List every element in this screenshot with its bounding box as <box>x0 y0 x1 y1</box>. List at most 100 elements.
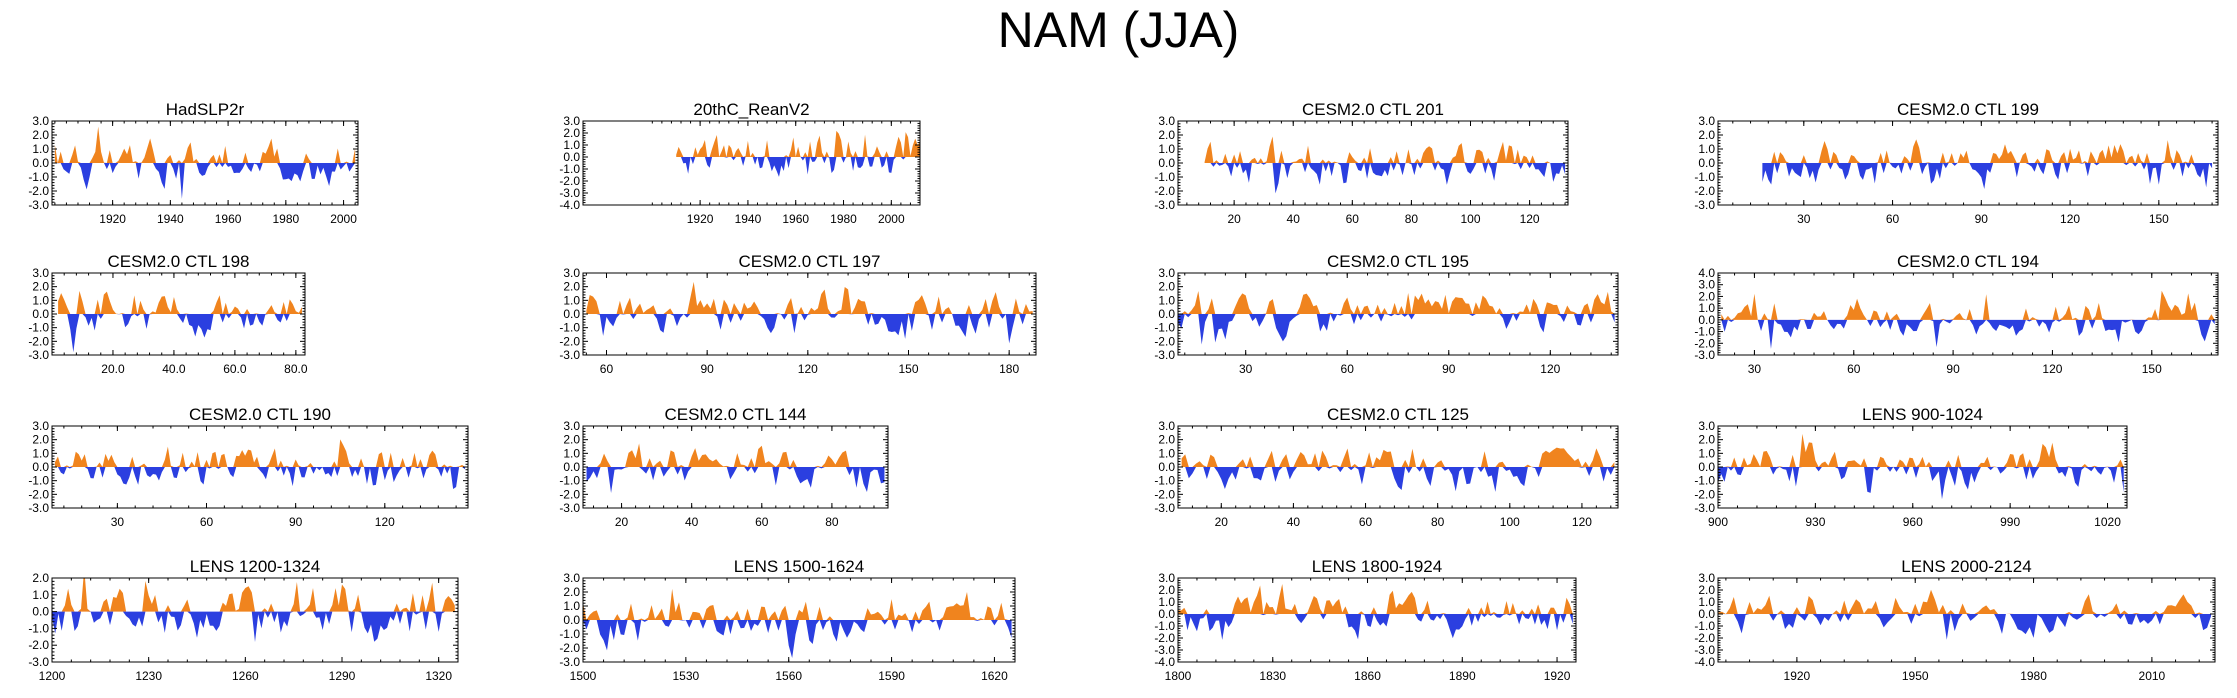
panel-title: LENS 1800-1924 <box>1312 557 1442 576</box>
x-tick-label: 20 <box>1227 212 1241 226</box>
y-tick-label: 3.0 <box>563 571 580 585</box>
y-tick-label: -2.0 <box>1694 336 1715 350</box>
y-tick-label: -1.0 <box>1154 474 1175 488</box>
x-tick-label: 1920 <box>687 212 714 226</box>
panel-title: CESM2.0 CTL 194 <box>1897 252 2039 271</box>
panel-0: HadSLP2r -3.0-2.0-1.00.01.02.03.0 1920 1940… <box>28 100 359 226</box>
y-tick-label: -3.0 <box>559 655 580 669</box>
y-tick-label: -3.0 <box>1154 643 1175 657</box>
negative-area <box>586 314 1033 344</box>
x-tick-label: 1020 <box>2094 515 2121 529</box>
y-tick-label: -1.0 <box>1154 170 1175 184</box>
x-tick-label: 2010 <box>2139 669 2166 683</box>
positive-area <box>1181 447 1615 467</box>
y-tick-label: -3.0 <box>28 655 49 669</box>
y-tick-label: 0.0 <box>32 605 49 619</box>
y-tick-label: 0.0 <box>1158 460 1175 474</box>
y-tick-label: 0.0 <box>1698 607 1715 621</box>
y-tick-label: 1.0 <box>32 142 49 156</box>
x-tick-label: 100 <box>1460 212 1480 226</box>
x-tick-label: 30 <box>1239 362 1253 376</box>
y-tick-label: 1.0 <box>1698 446 1715 460</box>
x-tick-label: 60 <box>600 362 614 376</box>
y-tick-label: -1.0 <box>28 621 49 635</box>
y-tick-label: 3.0 <box>1698 571 1715 585</box>
plot-frame <box>1177 577 1577 663</box>
panel-title: CESM2.0 CTL 199 <box>1897 100 2039 119</box>
panel-title: CESM2.0 CTL 144 <box>664 405 806 424</box>
panel-title: CESM2.0 CTL 197 <box>738 252 880 271</box>
y-tick-label: 0.0 <box>1698 460 1715 474</box>
x-tick-label: 1980 <box>272 212 299 226</box>
x-tick-label: 1290 <box>329 669 356 683</box>
y-tick-label: 0.0 <box>563 460 580 474</box>
negative-area <box>1718 467 2124 500</box>
positive-area <box>1178 291 1615 314</box>
x-tick-label: 20.0 <box>101 362 125 376</box>
x-tick-label: 1320 <box>425 669 452 683</box>
x-tick-label: 1260 <box>232 669 259 683</box>
y-tick-label: -2.0 <box>559 487 580 501</box>
x-tick-label: 1920 <box>1784 669 1811 683</box>
plot-frame <box>1717 272 2219 356</box>
y-tick-label: 1.0 <box>1698 595 1715 609</box>
y-tick-label: 3.0 <box>32 266 49 280</box>
y-tick-label: -1.0 <box>28 321 49 335</box>
x-tick-label: 1920 <box>99 212 126 226</box>
positive-area <box>676 130 920 157</box>
x-tick-label: 1960 <box>215 212 242 226</box>
y-tick-label: -1.0 <box>28 474 49 488</box>
negative-area <box>58 314 302 353</box>
y-tick-label: -2.0 <box>1154 334 1175 348</box>
y-tick-label: -3.0 <box>559 501 580 515</box>
positive-area <box>1762 139 2213 163</box>
negative-area <box>1762 163 2213 189</box>
positive-area <box>1204 136 1566 163</box>
y-tick-label: 0.0 <box>563 613 580 627</box>
y-tick-label: 2.0 <box>563 126 580 140</box>
x-tick-label: 1940 <box>735 212 762 226</box>
x-tick-label: 150 <box>2149 212 2169 226</box>
panel-title: CESM2.0 CTL 190 <box>189 405 331 424</box>
x-tick-label: 60 <box>1847 362 1861 376</box>
y-tick-label: -1.0 <box>559 474 580 488</box>
y-tick-label: 3.0 <box>1158 419 1175 433</box>
y-tick-label: 1.0 <box>1698 142 1715 156</box>
panel-title: CESM2.0 CTL 201 <box>1302 100 1444 119</box>
y-tick-label: -3.0 <box>1154 348 1175 362</box>
y-tick-label: 2.0 <box>563 433 580 447</box>
x-tick-label: 1960 <box>782 212 809 226</box>
x-tick-label: 90 <box>700 362 714 376</box>
y-tick-label: 1.0 <box>32 446 49 460</box>
y-tick-label: -2.0 <box>28 487 49 501</box>
y-tick-label: 3.0 <box>1158 266 1175 280</box>
plot-frame <box>1717 577 2216 663</box>
panel-title: HadSLP2r <box>166 100 245 119</box>
positive-area <box>52 578 455 612</box>
panel-title: CESM2.0 CTL 195 <box>1327 252 1469 271</box>
x-tick-label: 1950 <box>1902 669 1929 683</box>
y-tick-label: 1.0 <box>1698 301 1715 315</box>
y-tick-label: -3.0 <box>28 348 49 362</box>
positive-area <box>54 439 466 467</box>
x-tick-label: 1500 <box>570 669 597 683</box>
panel-title: CESM2.0 CTL 198 <box>107 252 249 271</box>
x-tick-label: 30 <box>1748 362 1762 376</box>
panel-8: CESM2.0 CTL 190 -3.0-2.0-1.00.01.02.03.0 3… <box>28 405 469 529</box>
x-tick-label: 40 <box>1287 515 1301 529</box>
y-tick-label: 3.0 <box>563 114 580 128</box>
panel-13: LENS 1500-1624 -3.0-2.0-1.00.01.02.03.0 15… <box>559 557 1016 683</box>
x-tick-label: 2000 <box>878 212 905 226</box>
y-tick-label: 0.0 <box>1698 313 1715 327</box>
positive-area <box>58 290 302 314</box>
y-tick-label: 4.0 <box>1698 266 1715 280</box>
y-tick-label: -3.0 <box>1694 348 1715 362</box>
x-tick-label: 1860 <box>1354 669 1381 683</box>
x-tick-label: 60 <box>1886 212 1900 226</box>
y-tick-label: 0.0 <box>1158 607 1175 621</box>
y-tick-label: 3.0 <box>1698 114 1715 128</box>
negative-area <box>1718 614 2212 640</box>
y-tick-label: 2.0 <box>1698 289 1715 303</box>
negative-area <box>54 467 466 489</box>
